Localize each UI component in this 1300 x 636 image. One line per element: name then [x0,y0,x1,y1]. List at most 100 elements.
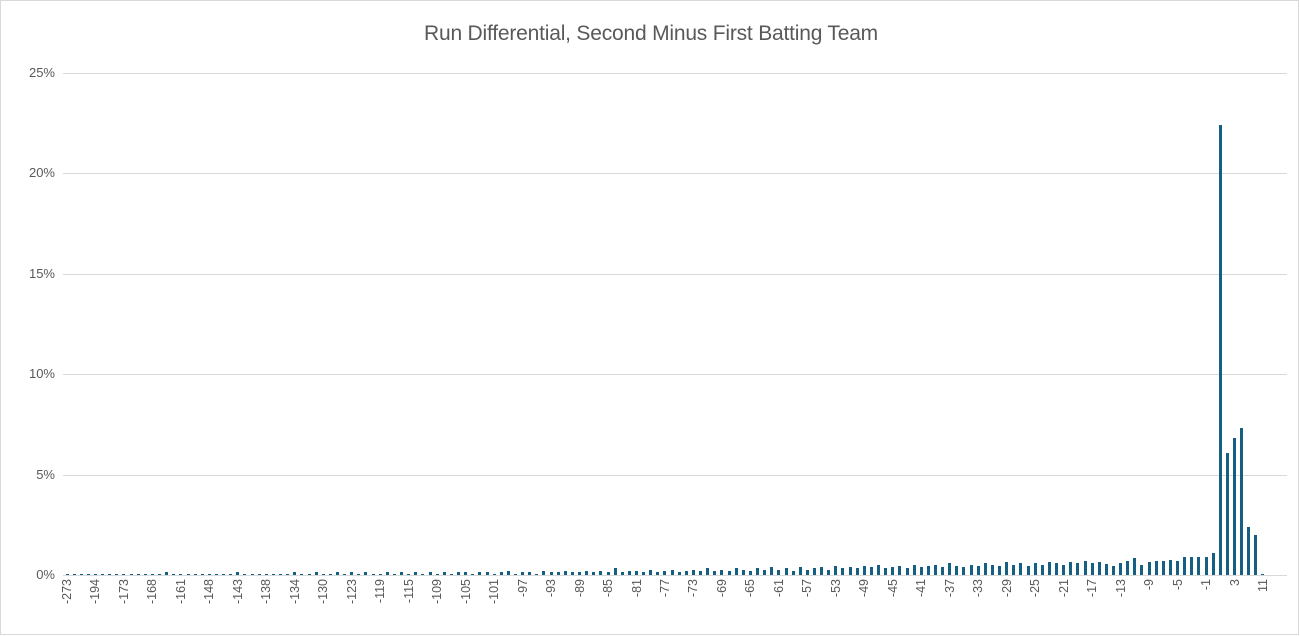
bar [1069,561,1073,575]
x-tick-label: -93 [544,579,559,598]
bar [279,573,283,575]
bar [784,568,788,575]
bar [165,572,169,575]
bar [592,572,596,575]
bar [606,572,610,575]
gridline [63,73,1287,74]
x-tick-label: -53 [828,579,843,598]
bar [79,573,83,575]
bar [321,573,325,575]
bar [934,564,938,575]
bar [1062,564,1066,575]
bar [955,565,959,575]
bar [350,572,354,575]
bar [791,570,795,575]
bar [378,573,382,575]
bar [990,564,994,575]
bar [257,573,261,575]
bar [271,573,275,575]
bar [250,573,254,575]
plot-area [63,73,1287,576]
bar [862,565,866,575]
bar [1261,573,1265,575]
bar [150,573,154,575]
bar [805,569,809,575]
bar [1033,563,1037,575]
x-tick-label: -194 [88,579,103,605]
x-tick-label: -45 [885,579,900,598]
bar [400,572,404,575]
bar [827,569,831,575]
bar [884,568,888,575]
bar [563,570,567,575]
bar [642,572,646,575]
bar [464,572,468,575]
bar [1104,563,1108,575]
bar [649,569,653,575]
gridline [63,273,1287,275]
bar [898,565,902,575]
bar [1233,438,1237,575]
bar [435,573,439,575]
bar [115,573,119,575]
bar [93,573,97,575]
bar [1005,561,1009,575]
y-tick-label: 15% [28,265,55,281]
bar [485,572,489,575]
bar [1090,563,1094,575]
bar [763,569,767,575]
x-tick-label: -97 [515,579,530,598]
bar [734,568,738,575]
x-tick-label: -115 [401,579,416,604]
bar [1040,564,1044,575]
bar [1133,558,1137,575]
bar [741,569,745,575]
bar [449,573,453,575]
bar [1247,526,1251,575]
bar [236,572,240,575]
bar [941,567,945,575]
x-tick-label: -17 [1085,579,1100,598]
bar [506,570,510,575]
bar [1097,561,1101,575]
bar [86,573,90,575]
x-tick-label: -65 [743,579,758,598]
bar [108,573,112,575]
bar [222,573,226,575]
bar [264,573,268,575]
bar [727,570,731,575]
bar [983,563,987,575]
bar [65,573,69,575]
bar [770,567,774,575]
bar [834,565,838,575]
x-tick-label: -168 [145,579,160,605]
x-tick-label: -41 [914,579,929,598]
bar [948,563,952,575]
bar [777,569,781,575]
bar [798,567,802,575]
bar [699,570,703,575]
bar [385,572,389,575]
bar [691,569,695,575]
bar [528,572,532,575]
x-tick-label: 3 [1227,579,1242,586]
bar [684,570,688,575]
bar [748,570,752,575]
bar [129,573,133,575]
x-tick-label: -105 [458,579,473,605]
bar [521,572,525,575]
bar [158,573,162,575]
x-tick-label: -29 [999,579,1014,598]
bar [1019,563,1023,575]
y-tick-label: 5% [36,466,55,482]
bar [1119,563,1123,575]
gridline [63,575,1287,576]
bar [1218,125,1222,575]
x-tick-label: -148 [202,579,217,605]
x-tick-label: -81 [629,579,644,598]
x-tick-label: -25 [1028,579,1043,598]
bar [293,572,297,575]
bar [343,573,347,575]
gridline [63,374,1287,376]
